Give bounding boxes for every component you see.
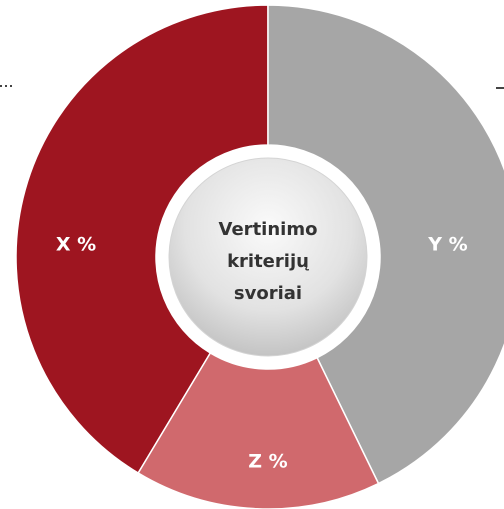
hub <box>168 157 368 357</box>
segment <box>15 4 269 475</box>
segment-label: X % <box>56 234 96 256</box>
segment-label: Z % <box>248 451 287 473</box>
center-text: svoriai <box>234 283 302 304</box>
center-text: kriterijų <box>227 251 309 272</box>
center-text: Vertinimo <box>219 219 318 240</box>
segment-label: Y % <box>427 234 467 256</box>
